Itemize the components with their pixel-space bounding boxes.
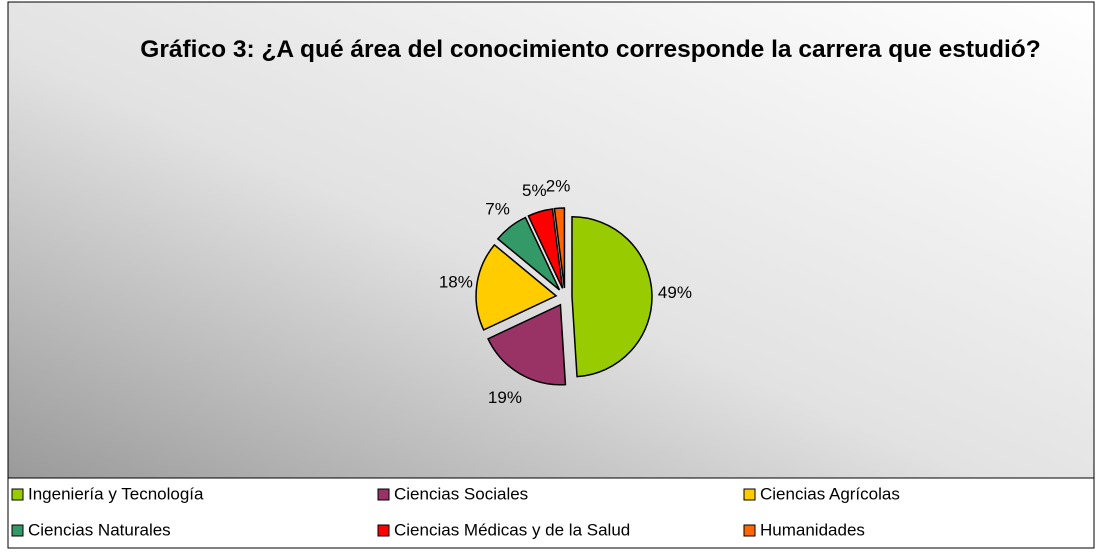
data-label: 5% [522,181,547,200]
legend-marker [11,488,24,501]
legend-marker [11,524,24,537]
legend-label: Ingeniería y Tecnología [28,484,204,503]
legend-label: Humanidades [760,520,865,539]
legend-marker [377,488,390,501]
legend-label: Ciencias Sociales [394,484,528,503]
pie-slice [487,303,567,386]
pie-slice [475,243,558,331]
data-label: 18% [439,273,473,292]
legend-marker [743,524,756,537]
data-label: 49% [658,283,692,302]
legend-label: Ciencias Naturales [28,520,171,539]
pie-slice [553,207,566,289]
data-label: 19% [488,388,522,407]
pie-slice [496,216,561,291]
legend-label: Ciencias Agrícolas [760,484,900,503]
legend-marker [377,524,390,537]
data-label: 7% [485,200,510,219]
legend-marker [743,488,756,501]
legend-box [7,477,1095,549]
chart-title: Gráfico 3: ¿A qué área del conocimiento … [140,36,1041,63]
legend-label: Ciencias Médicas y de la Salud [394,520,630,539]
pie-slice [571,216,653,378]
pie-slice [527,208,564,289]
data-label: 2% [546,177,571,196]
